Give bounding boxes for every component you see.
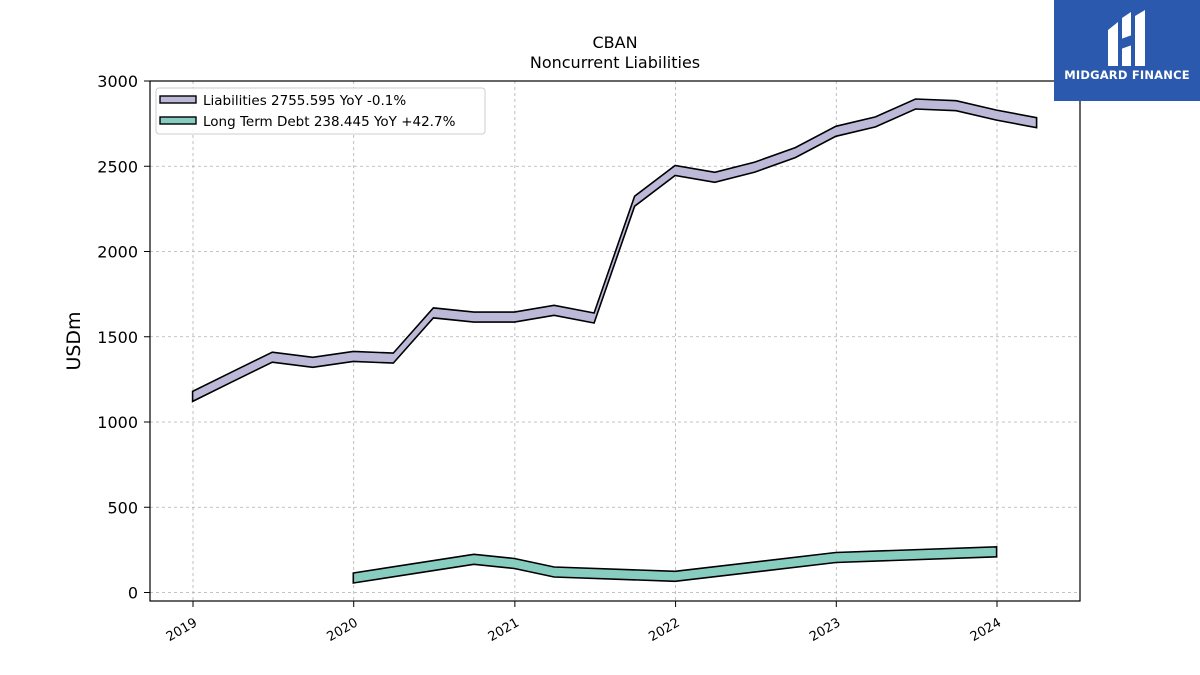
legend-swatch-liabilities	[159, 95, 197, 104]
series-line-long-term-debt	[352, 545, 998, 584]
x-tick-label: 2020	[325, 615, 361, 645]
legend-label-long-term-debt: Long Term Debt 238.445 YoY +42.7%	[203, 114, 456, 130]
chart-title: CBAN	[592, 33, 637, 52]
y-tick-label: 3000	[97, 72, 138, 91]
y-tick-label: 500	[107, 498, 138, 517]
x-tick-label: 2023	[807, 615, 843, 645]
series-layer	[191, 98, 1038, 584]
logo-text: MIDGARD FINANCE	[1064, 68, 1190, 82]
grid	[150, 80, 1080, 601]
y-tick-label: 2500	[97, 157, 138, 176]
y-axis: 0 500 1000 1500 2000 2500 3000	[97, 72, 150, 603]
plot-frame	[149, 80, 1081, 602]
y-tick-label: 1000	[97, 413, 138, 432]
midgard-finance-logo: MIDGARD FINANCE	[1054, 0, 1200, 101]
chart-subtitle: Noncurrent Liabilities	[530, 53, 700, 72]
midgard-logo-icon	[1108, 10, 1145, 66]
x-tick-label: 2019	[164, 615, 200, 645]
x-axis: 2019 2020 2021 2022 2023 2024	[164, 601, 1004, 645]
legend: Liabilities 2755.595 YoY -0.1% Long Term…	[155, 87, 486, 135]
y-axis-label: USDm	[63, 311, 85, 370]
y-tick-label: 0	[128, 584, 138, 603]
y-tick-label: 2000	[97, 243, 138, 262]
series-line-liabilities	[191, 98, 1038, 403]
x-tick-label: 2024	[968, 615, 1004, 645]
x-tick-label: 2021	[486, 615, 522, 645]
legend-label-liabilities: Liabilities 2755.595 YoY -0.1%	[203, 93, 406, 109]
y-tick-label: 1500	[97, 328, 138, 347]
legend-frame	[155, 87, 486, 135]
legend-swatch-long-term-debt	[159, 116, 197, 125]
x-tick-label: 2022	[646, 615, 682, 645]
